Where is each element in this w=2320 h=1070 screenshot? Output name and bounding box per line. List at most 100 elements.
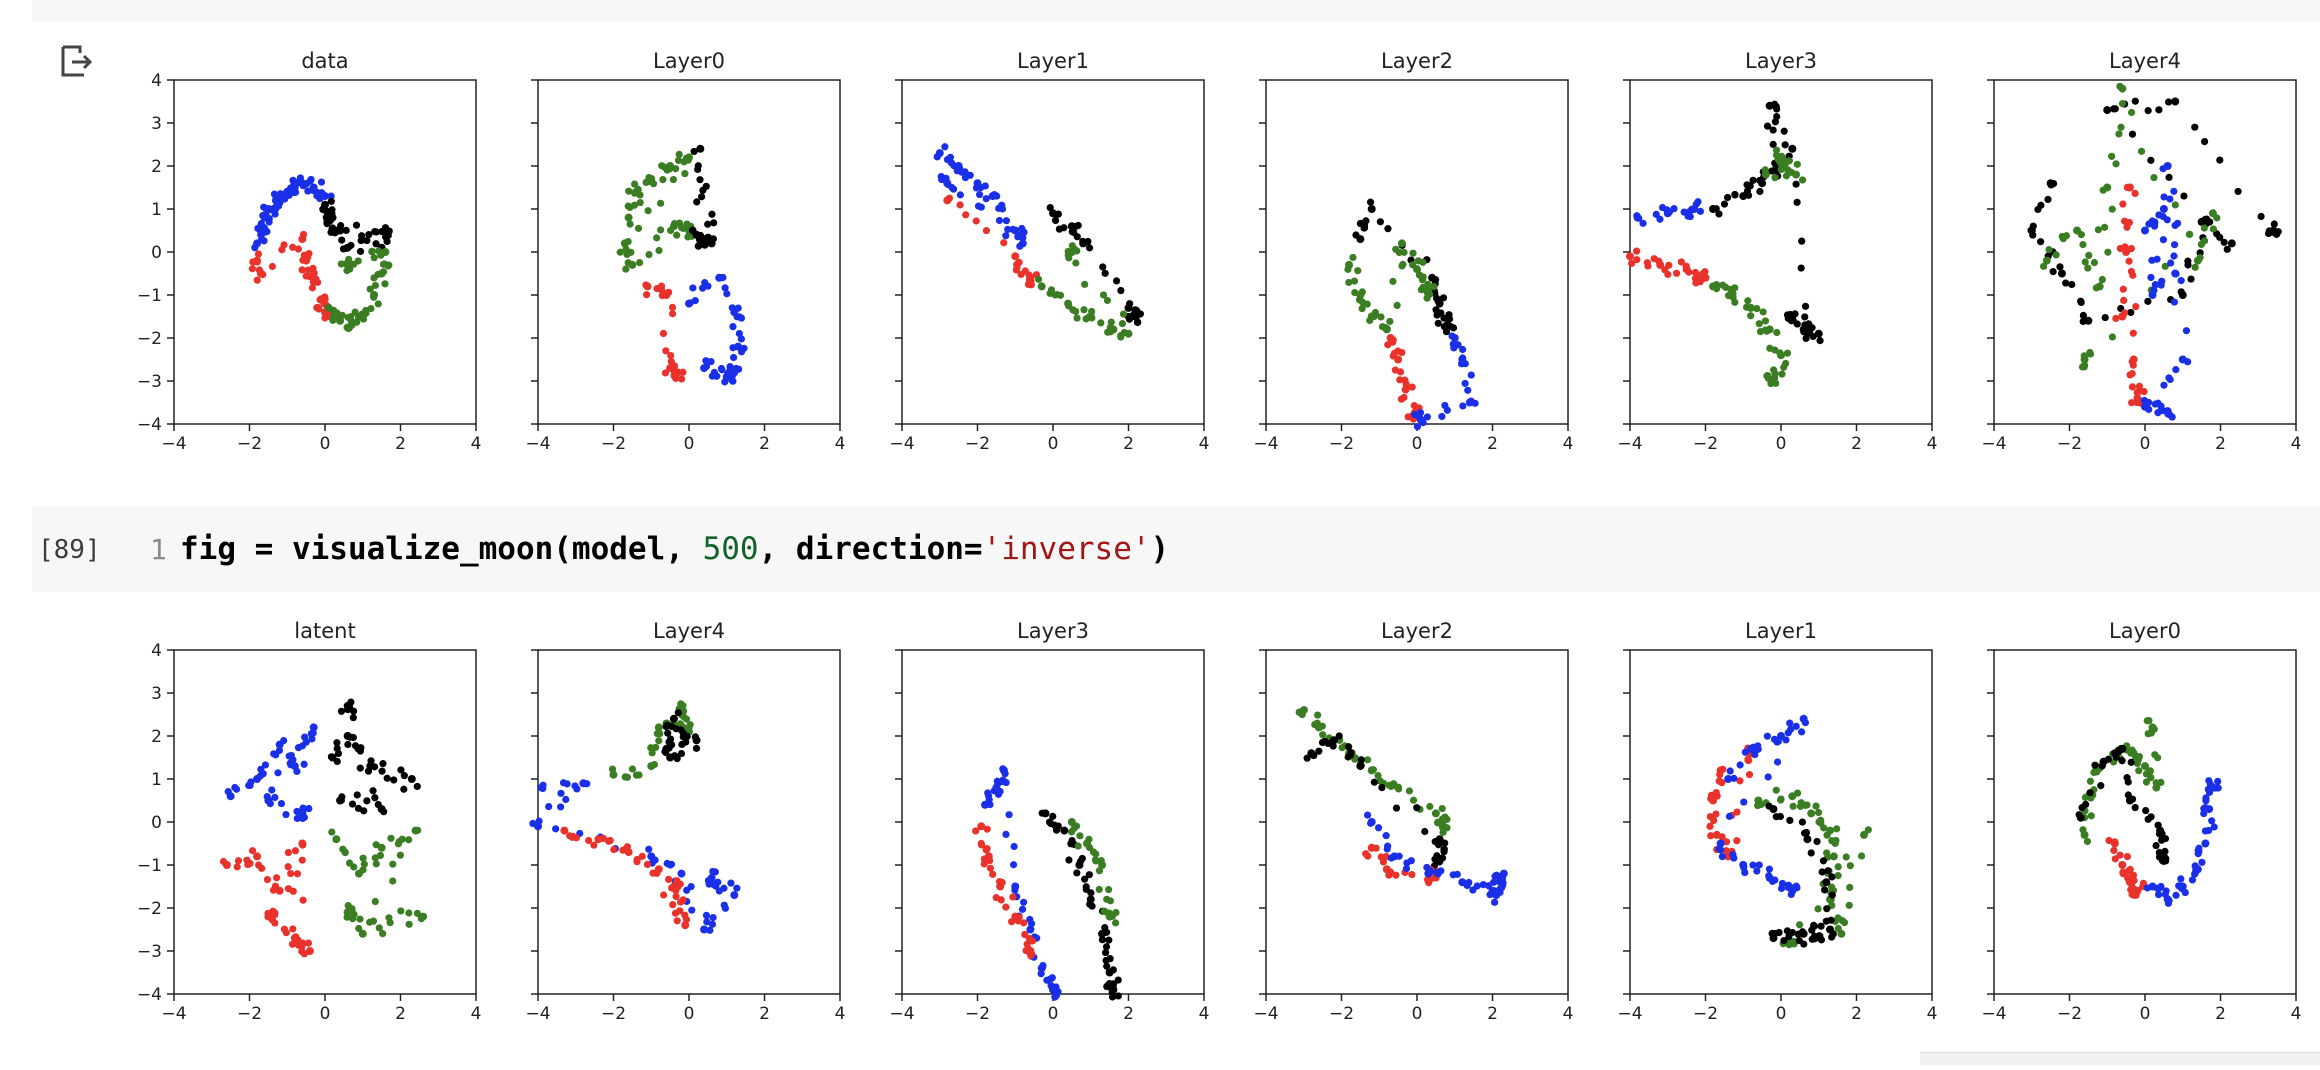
scatter-point-black: [1801, 302, 1810, 310]
scatter-point-blue: [299, 806, 307, 814]
scatter-point-black: [1329, 742, 1337, 750]
scatter-point-black: [662, 723, 670, 731]
scatter-point-red: [2131, 888, 2139, 896]
scatter-point-blue: [317, 178, 326, 186]
scatter-point-green: [1784, 166, 1792, 174]
scatter-point-red: [299, 896, 307, 904]
scatter-point-red: [1733, 837, 1741, 845]
scatter-point-black: [1772, 102, 1780, 111]
scatter-point-black: [1792, 180, 1800, 188]
scatter-point-green: [1419, 273, 1427, 281]
scatter-point-green: [379, 268, 388, 276]
scatter-point-blue: [729, 323, 737, 331]
scatter-point-black: [1060, 826, 1069, 835]
scatter-point-green: [636, 198, 644, 207]
scatter-point-blue: [2159, 236, 2167, 244]
scatter-point-black: [1801, 829, 1809, 837]
scatter-point-blue: [1784, 883, 1793, 892]
scatter-point-blue: [2157, 281, 2165, 289]
scatter-point-green: [627, 248, 635, 256]
scatter-point-green: [1419, 258, 1427, 266]
scatter-point-black: [1807, 849, 1815, 857]
scatter-point-green: [1834, 872, 1842, 880]
scatter-point-blue: [1037, 970, 1045, 978]
scatter-point-red: [977, 822, 986, 831]
y-tick-label: 4: [151, 641, 162, 661]
scatter-point-black: [337, 221, 345, 230]
scatter-point-black: [2049, 268, 2057, 276]
scatter-point-green: [1826, 826, 1835, 835]
scatter-point-black: [664, 729, 672, 737]
scatter-point-black: [694, 162, 702, 170]
scatter-point-black: [1362, 217, 1370, 225]
scatter-point-green: [1370, 312, 1378, 321]
scatter-point-black: [1431, 855, 1439, 863]
scatter-point-red: [1736, 777, 1744, 785]
code-line[interactable]: fig = visualize_moon(model, 500, directi…: [180, 531, 1169, 567]
scatter-point-black: [1441, 839, 1449, 847]
scatter-point-green: [624, 202, 632, 210]
scatter-point-blue: [651, 856, 659, 864]
scatter-point-red: [308, 284, 317, 292]
output-toolbar[interactable]: [1920, 1052, 2320, 1065]
scatter-point-red: [234, 857, 243, 865]
scatter-point-red: [560, 826, 569, 835]
scatter-point-red: [1394, 355, 1403, 364]
scatter-point-blue: [300, 813, 308, 821]
scatter-point-black: [1335, 732, 1343, 740]
scatter-point-red: [1021, 930, 1029, 939]
scatter-point-red: [2129, 329, 2137, 337]
scatter-point-red: [289, 887, 297, 895]
scatter-point-green: [359, 854, 367, 862]
scatter-point-green: [1834, 863, 1842, 871]
scatter-point-blue: [721, 284, 729, 292]
scatter-point-green: [1080, 306, 1088, 314]
scatter-point-red: [304, 939, 313, 947]
scatter-point-blue: [1792, 882, 1800, 890]
scatter-point-green2: [1778, 370, 1786, 378]
scatter-point-green: [2129, 749, 2137, 757]
scatter-point-green: [1860, 830, 1869, 839]
scatter-point-blue: [293, 807, 301, 816]
scatter-point-green: [1829, 852, 1838, 861]
scatter-point-green: [2213, 214, 2221, 222]
scatter-point-black: [1813, 837, 1821, 846]
scatter-point-blue: [1718, 852, 1726, 861]
scatter-point-blue: [2177, 277, 2185, 285]
scatter-point-black: [1776, 812, 1784, 821]
scatter-point-green: [1439, 825, 1447, 833]
scatter-point-blue: [1039, 963, 1047, 971]
scatter-point-blue: [246, 781, 254, 790]
scatter-point-blue: [1471, 399, 1479, 407]
scatter-point-blue: [995, 216, 1004, 225]
scatter-point-black: [2165, 98, 2173, 106]
subplot-layer2: Layer2 −4 −2 0 2 4: [1253, 49, 1573, 454]
scatter-point-red: [1408, 870, 1416, 879]
scatter-point-black: [2272, 230, 2281, 238]
scatter-point-blue: [1725, 812, 1734, 820]
scatter-point-green: [1072, 822, 1081, 830]
output-arrow-icon[interactable]: [60, 44, 94, 78]
scatter-point-blue: [2154, 891, 2163, 899]
scatter-point-green: [379, 260, 388, 268]
scatter-point-blue: [2145, 405, 2153, 413]
scatter-point-blue: [718, 273, 727, 282]
scatter-point-red: [1384, 341, 1392, 349]
scatter-point-green: [2117, 123, 2125, 131]
scatter-point-blue: [260, 203, 268, 211]
scatter-point-red: [2135, 382, 2144, 390]
scatter-point-green: [2080, 352, 2088, 360]
scatter-point-green: [344, 902, 352, 910]
scatter-point-red: [668, 310, 677, 318]
scatter-point-green: [389, 860, 397, 868]
scatter-point-red: [284, 848, 292, 857]
code-cell[interactable]: [32, 506, 2320, 592]
scatter-point-red: [2126, 371, 2134, 379]
scatter-point-red: [1379, 858, 1388, 866]
scatter-point-green: [2099, 186, 2107, 194]
scatter-point-green: [656, 199, 665, 207]
scatter-point-green: [656, 730, 664, 738]
scatter-point-blue: [1798, 728, 1806, 736]
scatter-point-red: [280, 241, 288, 249]
